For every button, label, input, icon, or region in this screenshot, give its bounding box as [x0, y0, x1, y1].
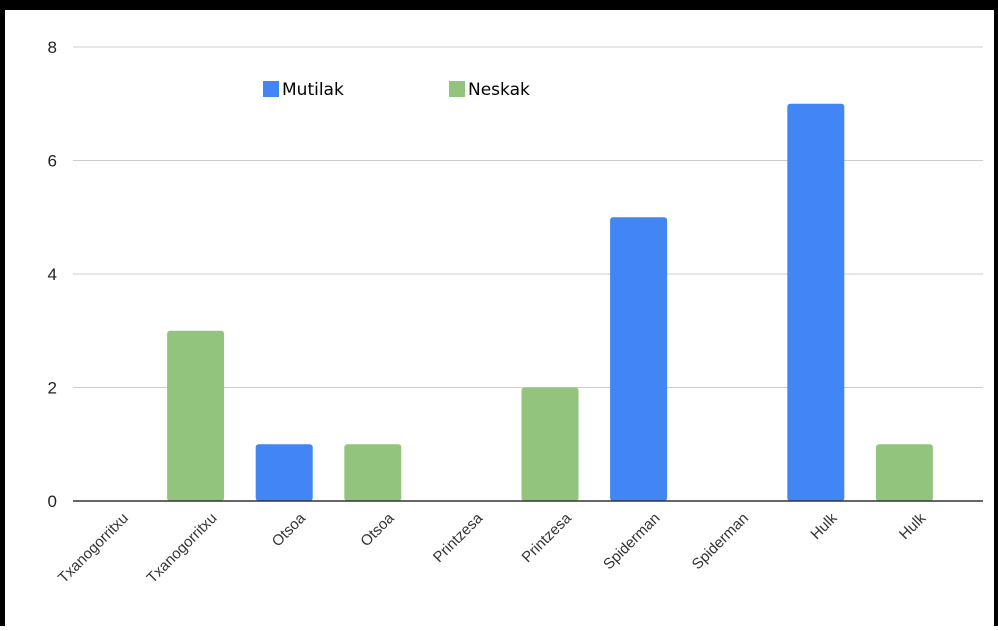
- y-tick-label: 6: [48, 152, 57, 171]
- legend-label-neskak: Neskak: [468, 80, 530, 100]
- x-category-label: Spiderman: [689, 510, 752, 573]
- x-category-label: Txanogorritxu: [55, 510, 132, 587]
- bar-neskak-5: [521, 387, 579, 501]
- y-tick-label: 2: [48, 379, 57, 398]
- bar-mutilak-6: [610, 217, 668, 501]
- y-tick-label: 0: [48, 492, 57, 511]
- bar-neskak-9: [875, 444, 933, 501]
- x-category-label: Otsoa: [269, 509, 310, 550]
- x-axis-category-labels: Txanogorritxu Txanogorritxu Otsoa Otsoa Prin…: [55, 509, 930, 586]
- bar-neskak-3: [344, 444, 402, 501]
- bars: [167, 103, 933, 501]
- bar-mutilak-8: [787, 103, 845, 501]
- x-category-label: Txanogorritxu: [144, 510, 221, 587]
- x-category-label: Printzesa: [519, 509, 576, 566]
- x-category-label: Otsoa: [357, 509, 398, 550]
- legend-swatch-mutilak: [263, 81, 279, 97]
- bar-chart: 0 2 4 6 8 Txanogorritxu Txanogorritxu Otsoa Ots…: [48, 38, 983, 587]
- y-tick-label: 4: [48, 265, 57, 284]
- y-axis-tick-labels: 0 2 4 6 8: [48, 38, 57, 511]
- bar-mutilak-2: [255, 444, 313, 501]
- legend-label-mutilak: Mutilak: [282, 80, 344, 100]
- x-category-label: Hulk: [807, 509, 841, 543]
- y-tick-label: 8: [48, 38, 57, 57]
- bar-neskak-1: [167, 330, 225, 501]
- legend: Mutilak Neskak: [263, 80, 530, 100]
- x-category-label: Printzesa: [430, 509, 487, 566]
- x-category-label: Hulk: [896, 509, 930, 543]
- x-category-label: Spiderman: [600, 510, 663, 573]
- legend-swatch-neskak: [449, 81, 465, 97]
